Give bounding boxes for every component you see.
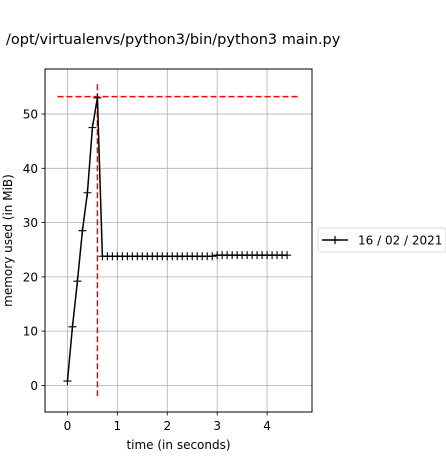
data-point [283, 251, 292, 260]
legend-box [317, 227, 446, 253]
y-tick-label: 30 [23, 216, 38, 230]
reference-lines [57, 84, 300, 397]
data-point [93, 93, 102, 102]
chart-title: /opt/virtualenvs/python3/bin/python3 mai… [6, 32, 341, 48]
data-point [88, 123, 97, 132]
x-axis-ticks: 0 1 2 3 4 [64, 412, 271, 433]
data-point [78, 226, 87, 235]
x-axis-label: time (in seconds) [126, 438, 230, 452]
data-point [73, 277, 82, 286]
data-point [63, 377, 72, 386]
series-layer [63, 93, 292, 386]
x-tick-label: 4 [263, 419, 271, 433]
plot-area-frame [44, 68, 313, 413]
y-tick-label: 10 [23, 325, 38, 339]
grid-lines [45, 69, 312, 412]
legend-label: 16 / 02 / 2021 [358, 234, 442, 248]
y-tick-label: 40 [23, 162, 38, 176]
data-point [68, 322, 77, 331]
x-tick-label: 3 [213, 419, 221, 433]
y-tick-label: 0 [30, 379, 38, 393]
legend: 16 / 02 / 2021 [317, 227, 446, 253]
x-tick-label: 1 [114, 419, 122, 433]
legend-marker-plus-icon [331, 236, 339, 244]
data-point [83, 188, 92, 197]
x-tick-label: 0 [64, 419, 72, 433]
x-tick-label: 2 [163, 419, 171, 433]
data-point [208, 252, 217, 261]
y-axis-ticks: 0 10 20 30 40 50 [23, 108, 45, 393]
y-tick-label: 20 [23, 270, 38, 284]
series-line [66, 97, 288, 382]
y-axis-label: memory used (in MiB) [1, 174, 15, 307]
y-tick-label: 50 [23, 108, 38, 122]
